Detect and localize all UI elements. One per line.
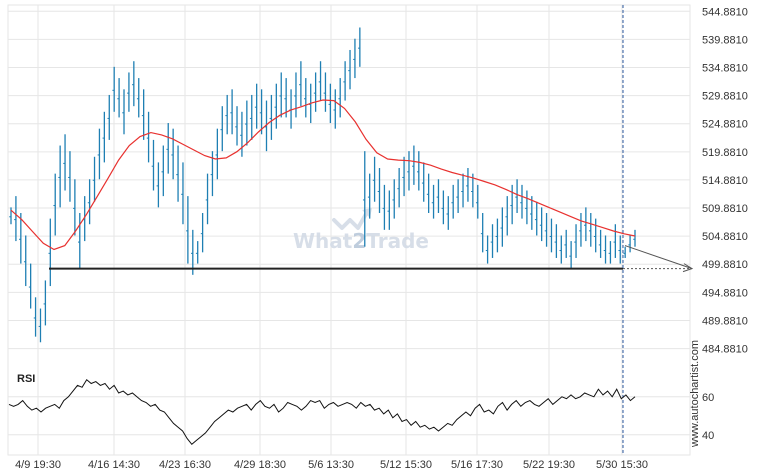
watermark-logo-icon [332,208,372,230]
y-tick-label: 489.8810 [702,315,748,327]
projection-arrow-line [624,245,693,270]
y-axis: 544.8810 539.8810 534.8810 529.8810 524.8810… [702,6,748,442]
watermark-text: What2Trade [293,229,429,253]
x-axis: 4/9 19:30 4/16 14:30 4/23 16:30 4/29 18:30 5… [15,459,648,471]
y-tick-label: 499.8810 [702,259,748,271]
x-tick-label: 4/29 18:30 [234,459,286,471]
x-tick-label: 5/22 19:30 [523,459,575,471]
ma-line [10,99,636,251]
x-tick-label: 5/16 17:30 [451,459,503,471]
x-tick-label: 4/16 14:30 [88,459,140,471]
price-bars [9,27,636,343]
x-tick-label: 4/9 19:30 [15,459,61,471]
y-tick-label: 544.8810 [702,6,748,18]
y-tick-label: 504.8810 [702,231,748,243]
y-tick-label: 529.8810 [702,91,748,103]
y-tick-label: 494.8810 [702,287,748,299]
rsi-tick-label: 40 [702,430,714,442]
y-tick-label: 534.8810 [702,63,748,75]
y-tick-label: 484.8810 [702,344,748,356]
y-tick-label: 519.8810 [702,147,748,159]
projection-arrow-head-icon [682,263,694,273]
x-tick-label: 4/23 16:30 [159,459,211,471]
rsi-tick-label: 60 [702,392,714,404]
y-tick-label: 509.8810 [702,203,748,215]
pattern-overlay [49,5,694,455]
x-tick-label: 5/12 15:30 [380,459,432,471]
x-tick-label: 5/30 15:30 [596,459,648,471]
rsi-label: RSI [17,373,35,385]
y-tick-label: 514.8810 [702,175,748,187]
y-tick-label: 524.8810 [702,119,748,131]
rsi-line [8,378,636,446]
moving-average [10,99,636,251]
y-tick-label: 539.8810 [702,34,748,46]
rsi-panel: RSI [8,373,636,446]
site-watermark-text: www.autochartist.com [689,340,701,448]
watermark: What2Trade [293,208,429,253]
x-tick-label: 5/6 13:30 [308,459,354,471]
